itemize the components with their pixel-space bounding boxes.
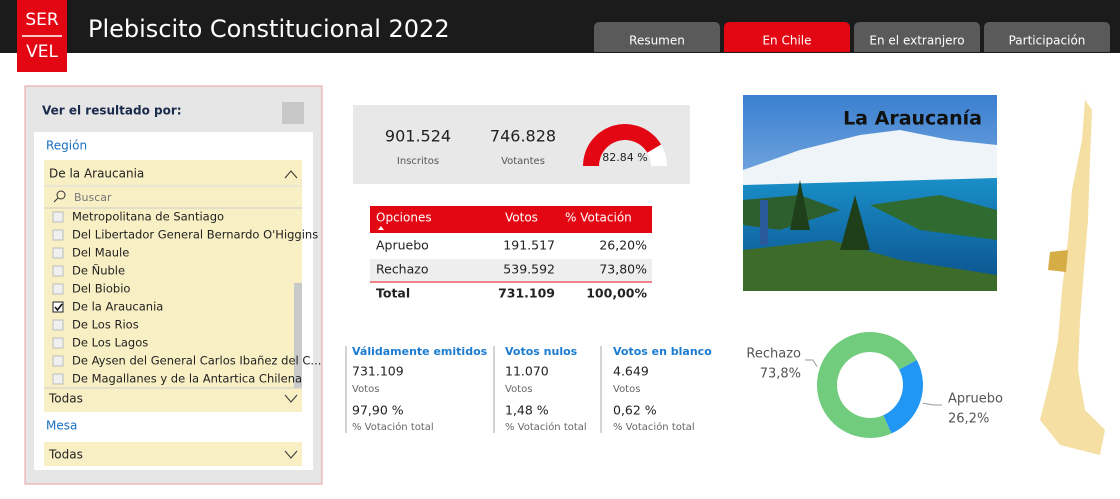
option-label: Del Biobio [72, 282, 130, 296]
option-label: De Ñuble [72, 263, 125, 278]
summary-percent: 1,48 % [505, 403, 549, 418]
table-cell: 73,80% [599, 262, 647, 277]
page-title: Plebiscito Constitucional 2022 [88, 15, 450, 43]
landscape-photo [743, 95, 997, 291]
region-selected: De la Araucania [49, 167, 144, 181]
summary-value: 11.070 [505, 364, 549, 379]
checkbox[interactable] [52, 283, 64, 295]
summary-percent: 0,62 % [613, 403, 657, 418]
chile-map [1040, 85, 1105, 455]
checkbox[interactable] [52, 211, 64, 223]
data-label: 73,8% [760, 367, 801, 382]
leader-line [805, 359, 818, 367]
all-option: Todas [48, 392, 83, 406]
summary-unit: Votos [505, 384, 532, 395]
summary-title: Votos en blanco [613, 345, 712, 358]
mesa-label: Mesa [46, 419, 77, 433]
tab-label: Participación [1009, 34, 1086, 48]
stats-box [353, 105, 690, 184]
checkmark [54, 303, 63, 312]
checkbox[interactable] [52, 355, 64, 367]
leader-line [922, 402, 942, 406]
row-bg [370, 259, 652, 281]
checkbox[interactable] [52, 337, 64, 349]
option-label: De Los Rios [72, 318, 139, 332]
image-caption: La Araucanía [843, 108, 982, 130]
summary-value: 731.109 [352, 364, 404, 379]
data-label: 26,2% [948, 412, 989, 427]
region-label: Región [46, 139, 87, 153]
table-cell: Apruebo [376, 238, 429, 253]
table-cell: Rechazo [376, 262, 428, 277]
region-dropdown[interactable] [44, 160, 302, 412]
table-header [370, 206, 652, 233]
summary-title: Válidamente emitidos [352, 345, 488, 358]
tab[interactable] [724, 22, 850, 52]
checkbox[interactable] [52, 319, 64, 331]
tab-label: Resumen [629, 34, 685, 48]
chevron-down[interactable] [284, 394, 298, 403]
table-cell: 731.109 [498, 286, 555, 301]
table-cell: 191.517 [503, 238, 555, 253]
option-label: De la Araucania [72, 300, 163, 314]
tab-label: En Chile [762, 34, 811, 48]
tab-label: En el extranjero [869, 34, 964, 48]
logo-text: SER [25, 10, 59, 30]
option-label: De Magallanes y de la Antartica Chilena [72, 372, 302, 386]
tab[interactable] [594, 22, 720, 52]
option-label: Del Maule [72, 246, 129, 260]
checkbox[interactable] [52, 373, 64, 385]
checkbox[interactable] [52, 247, 64, 259]
search-icon [53, 197, 59, 203]
table-cell: Total [376, 286, 410, 301]
stat-label: Votantes [501, 156, 545, 167]
tab[interactable] [854, 22, 980, 52]
tab[interactable] [984, 22, 1110, 52]
summary-title: Votos nulos [505, 345, 578, 358]
eraser-button[interactable] [282, 102, 304, 124]
donut-slice [817, 332, 917, 439]
stat-label: Inscritos [397, 156, 439, 167]
mesa-selected: Todas [48, 448, 83, 462]
donut-slice [883, 360, 923, 434]
legend-label: Apruebo [948, 392, 1003, 407]
filter-heading: Ver el resultado por: [42, 104, 182, 118]
chevron-up[interactable] [284, 170, 298, 179]
scrollbar[interactable] [294, 283, 302, 388]
search-icon [56, 190, 66, 200]
gauge-label: 82.84 % [602, 151, 647, 164]
table-cell: 26,20% [599, 238, 647, 253]
checkbox[interactable] [52, 229, 64, 241]
summary-unit: Votos [613, 384, 640, 395]
summary-percent-label: % Votación total [613, 421, 695, 433]
logo-text: VEL [26, 42, 58, 62]
legend-label: Rechazo [746, 347, 801, 362]
checkbox[interactable] [52, 301, 64, 313]
summary-unit: Votos [352, 384, 379, 395]
search-input: Buscar [74, 191, 112, 204]
table-cell: 539.592 [503, 262, 555, 277]
mesa-dropdown[interactable] [44, 442, 302, 466]
table-header-cell: % Votación [565, 211, 632, 225]
stat-value: 746.828 [490, 127, 556, 146]
option-label: Metropolitana de Santiago [72, 210, 224, 224]
checkbox[interactable] [52, 265, 64, 277]
option-label: Del Libertador General Bernardo O'Higgin… [72, 228, 318, 242]
selected-region[interactable] [1048, 250, 1068, 272]
table-header-cell: Votos [505, 211, 538, 225]
summary-percent-label: % Votación total [352, 421, 434, 433]
option-label: De Los Lagos [72, 336, 148, 350]
summary-value: 4.649 [613, 364, 649, 379]
summary-percent: 97,90 % [352, 403, 404, 418]
sort-icon [378, 226, 384, 230]
chevron-down[interactable] [284, 450, 298, 459]
stat-value: 901.524 [385, 127, 451, 146]
gauge-fill [583, 124, 662, 166]
summary-percent-label: % Votación total [505, 421, 587, 433]
table-header-cell: Opciones [376, 211, 432, 225]
table-cell: 100,00% [586, 286, 647, 301]
option-label: De Aysen del General Carlos Ibañez del C… [72, 354, 321, 368]
